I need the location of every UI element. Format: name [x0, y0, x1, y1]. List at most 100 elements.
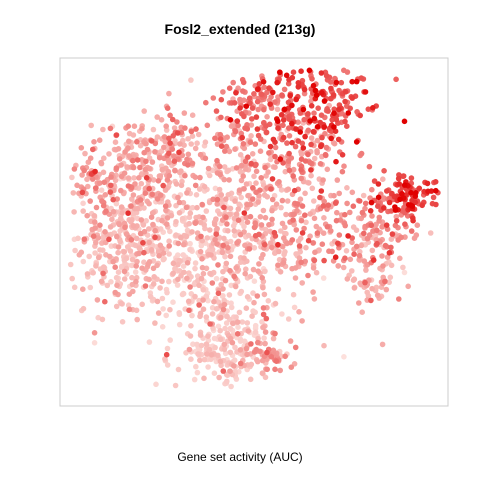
scatter-point [269, 244, 275, 251]
scatter-point [244, 219, 251, 225]
scatter-point [330, 92, 337, 98]
scatter-point [98, 278, 105, 285]
scatter-point [107, 125, 114, 132]
scatter-point [166, 251, 172, 257]
scatter-point [201, 356, 208, 363]
scatter-point [260, 311, 267, 318]
scatter-point [266, 222, 272, 228]
scatter-point [222, 253, 228, 260]
scatter-point [188, 141, 194, 147]
scatter-point [314, 230, 321, 236]
scatter-point [245, 192, 251, 199]
scatter-point [209, 280, 216, 286]
scatter-point [258, 222, 265, 228]
scatter-point [227, 267, 233, 274]
scatter-point [183, 204, 190, 211]
scatter-point [380, 263, 386, 269]
scatter-point [159, 217, 165, 224]
scatter-point [170, 260, 177, 267]
scatter-point [100, 270, 106, 277]
scatter-point [214, 157, 220, 164]
scatter-point [408, 189, 414, 196]
scatter-point [188, 323, 194, 329]
scatter-point [138, 180, 145, 187]
scatter-point [309, 185, 316, 192]
scatter-point [207, 270, 213, 277]
scatter-point [331, 192, 337, 199]
scatter-point [258, 175, 265, 181]
scatter-point [171, 153, 177, 159]
scatter-point [272, 99, 278, 105]
scatter-point [220, 368, 227, 374]
scatter-point [241, 223, 247, 230]
scatter-point [410, 217, 416, 224]
scatter-point [389, 231, 396, 237]
scatter-point [290, 166, 297, 173]
scatter-point [409, 203, 416, 209]
scatter-point [75, 235, 81, 242]
scatter-point [141, 259, 147, 266]
scatter-point [131, 175, 137, 181]
scatter-point [342, 89, 349, 95]
scatter-point [362, 89, 369, 95]
scatter-point [314, 124, 321, 130]
scatter-point [101, 179, 108, 186]
scatter-point [188, 356, 194, 363]
scatter-point [221, 346, 228, 353]
scatter-point [158, 117, 165, 123]
scatter-point [430, 194, 437, 201]
scatter-point [319, 241, 326, 247]
scatter-point [381, 205, 387, 211]
scatter-point [276, 248, 282, 255]
scatter-point [180, 263, 187, 270]
scatter-point [243, 166, 249, 172]
scatter-point [295, 238, 302, 244]
scatter-point [212, 344, 218, 351]
scatter-point [128, 218, 134, 225]
scatter-point [193, 126, 199, 132]
scatter-point [133, 263, 139, 269]
scatter-point [108, 279, 114, 285]
scatter-point [119, 319, 126, 325]
scatter-point [264, 114, 270, 120]
scatter-point [305, 237, 312, 244]
scatter-point [225, 244, 231, 251]
scatter-point [164, 362, 171, 368]
scatter-point [129, 274, 135, 281]
scatter-point [321, 124, 328, 130]
scatter-point [162, 356, 168, 362]
scatter-point [244, 351, 250, 358]
scatter-point [184, 156, 190, 163]
scatter-point [408, 228, 415, 234]
scatter-point [424, 180, 431, 187]
scatter-point [215, 290, 222, 297]
scatter-point [395, 237, 402, 243]
scatter-point [316, 247, 322, 253]
scatter-point [356, 252, 363, 259]
scatter-point [353, 78, 360, 85]
scatter-point [237, 338, 244, 344]
scatter-point [284, 140, 290, 146]
scatter-point [388, 244, 394, 251]
scatter-point [148, 247, 155, 253]
scatter-point [166, 172, 173, 179]
scatter-point [166, 243, 172, 249]
scatter-point [311, 155, 318, 162]
scatter-point [167, 112, 173, 119]
scatter-point [235, 217, 242, 223]
scatter-point [369, 285, 375, 292]
scatter-point [128, 203, 134, 209]
scatter-point [130, 157, 136, 164]
scatter-point [198, 233, 204, 240]
scatter-point [161, 144, 167, 151]
scatter-point [311, 215, 318, 222]
scatter-point [149, 191, 155, 198]
scatter-point [275, 125, 281, 131]
scatter-point [171, 125, 178, 131]
scatter-point [227, 205, 234, 212]
scatter-point [164, 345, 171, 352]
scatter-point [78, 145, 85, 151]
scatter-point [344, 123, 350, 129]
scatter-point [277, 156, 284, 162]
scatter-point [382, 278, 388, 285]
